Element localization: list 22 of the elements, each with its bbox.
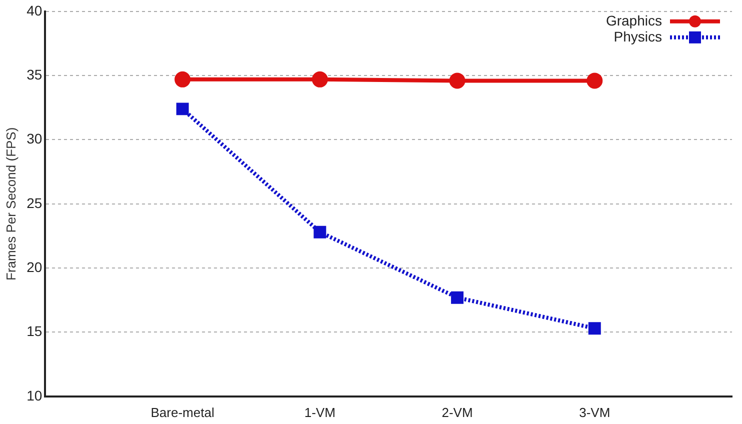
y-tick-label: 20 — [26, 258, 42, 275]
point — [588, 322, 601, 335]
point — [586, 72, 603, 89]
y-tick-label: 25 — [26, 194, 42, 211]
point — [174, 71, 191, 88]
legend-label: Physics — [614, 28, 662, 44]
point — [176, 102, 189, 116]
y-axis-title: Frames Per Second (FPS) — [3, 127, 18, 280]
x-tick-label: 3-VM — [579, 404, 610, 420]
y-tick-label: 10 — [26, 387, 42, 404]
y-tick-label: 35 — [26, 66, 42, 82]
point — [449, 72, 466, 89]
point — [451, 291, 464, 304]
point — [312, 71, 328, 88]
y-tick-label: 15 — [26, 323, 42, 340]
legend-label: Graphics — [606, 12, 662, 28]
point — [314, 226, 326, 238]
x-tick-label: Bare-metal — [150, 404, 214, 420]
x-tick-label: 1-VM — [304, 404, 336, 420]
y-tick-label: 40 — [26, 2, 42, 18]
x-tick-label: 2-VM — [442, 404, 473, 420]
y-tick-label: 30 — [26, 130, 42, 147]
